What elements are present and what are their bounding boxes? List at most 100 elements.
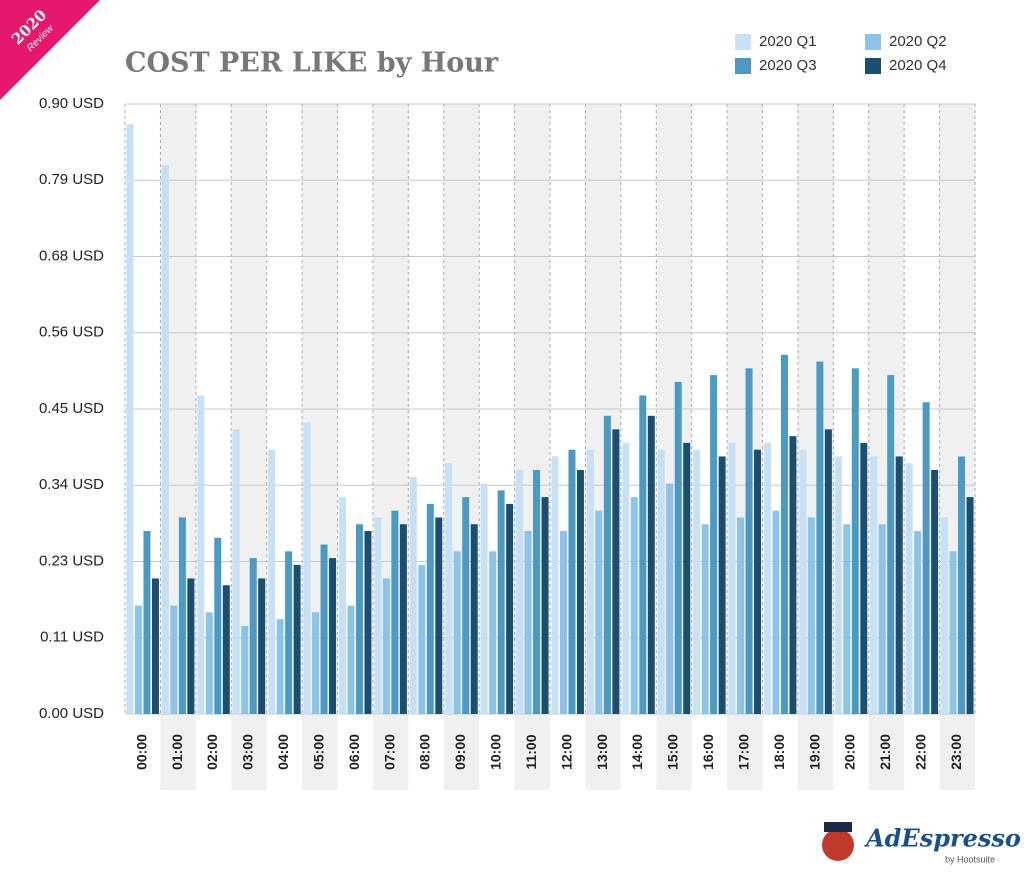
bar bbox=[674, 381, 682, 714]
bar bbox=[258, 578, 266, 714]
legend-swatch bbox=[865, 58, 881, 74]
legend-swatch bbox=[735, 34, 751, 50]
bar bbox=[895, 456, 903, 714]
x-tick-label: 21:00 bbox=[877, 734, 893, 770]
bar bbox=[693, 449, 701, 714]
bar bbox=[285, 551, 293, 714]
bar bbox=[489, 551, 497, 714]
bar bbox=[576, 470, 584, 714]
bar bbox=[780, 354, 788, 714]
bar bbox=[941, 517, 949, 714]
x-tick-label: 14:00 bbox=[629, 734, 645, 770]
bar bbox=[329, 558, 337, 714]
bar bbox=[382, 578, 390, 714]
x-tick-label: 17:00 bbox=[735, 734, 751, 770]
x-tick-label: 03:00 bbox=[240, 734, 256, 770]
bar bbox=[524, 531, 532, 714]
bar bbox=[559, 531, 567, 714]
logo-name: AdEspresso bbox=[864, 824, 1021, 853]
legend-swatch bbox=[735, 58, 751, 74]
y-tick-label: 0.90 USD bbox=[39, 95, 104, 112]
x-tick-label: 16:00 bbox=[700, 734, 716, 770]
bar bbox=[763, 442, 771, 714]
bar bbox=[754, 449, 762, 714]
bar bbox=[364, 531, 372, 714]
bar bbox=[612, 429, 620, 714]
bar bbox=[887, 375, 895, 714]
x-tick-label: 12:00 bbox=[558, 734, 574, 770]
bar bbox=[497, 490, 505, 714]
bar bbox=[426, 503, 434, 714]
bar bbox=[551, 456, 559, 714]
bar bbox=[445, 463, 453, 714]
x-tick-label: 01:00 bbox=[169, 734, 185, 770]
bar bbox=[647, 415, 655, 714]
bar bbox=[541, 497, 549, 714]
bar bbox=[506, 503, 514, 714]
bar bbox=[187, 578, 195, 714]
bar bbox=[312, 612, 320, 714]
bar bbox=[391, 510, 399, 714]
bar bbox=[303, 422, 311, 714]
logo-icon bbox=[822, 829, 854, 861]
legend-label: 2020 Q3 bbox=[759, 57, 817, 74]
x-tick-label: 06:00 bbox=[346, 734, 362, 770]
x-tick-label: 00:00 bbox=[133, 734, 149, 770]
x-tick-label: 05:00 bbox=[310, 734, 326, 770]
y-tick-label: 0.34 USD bbox=[39, 476, 104, 493]
legend-label: 2020 Q2 bbox=[889, 33, 947, 50]
x-tick-label: 10:00 bbox=[488, 734, 504, 770]
x-tick-label: 04:00 bbox=[275, 734, 291, 770]
bar bbox=[161, 165, 169, 714]
bar bbox=[338, 497, 346, 714]
bar bbox=[568, 449, 576, 714]
bar bbox=[878, 524, 886, 714]
y-tick-label: 0.56 USD bbox=[39, 324, 104, 341]
bar bbox=[178, 517, 186, 714]
bar bbox=[170, 605, 178, 714]
bar bbox=[657, 449, 665, 714]
x-tick-label: 02:00 bbox=[204, 734, 220, 770]
bar bbox=[409, 476, 417, 714]
badge bbox=[0, 0, 100, 100]
bar bbox=[249, 558, 257, 714]
x-tick-label: 22:00 bbox=[913, 734, 929, 770]
bar bbox=[851, 368, 859, 714]
x-tick-label: 20:00 bbox=[842, 734, 858, 770]
bar bbox=[737, 517, 745, 714]
bar bbox=[214, 537, 222, 714]
bar bbox=[232, 429, 240, 714]
logo-by: by Hootsuite bbox=[945, 854, 995, 864]
bar bbox=[843, 524, 851, 714]
bar bbox=[870, 456, 878, 714]
bar bbox=[905, 463, 913, 714]
x-tick-label: 08:00 bbox=[417, 734, 433, 770]
bar bbox=[268, 449, 276, 714]
bar bbox=[241, 625, 249, 714]
bar bbox=[480, 483, 488, 714]
bar bbox=[418, 564, 426, 714]
bar bbox=[799, 449, 807, 714]
bar bbox=[126, 124, 134, 715]
y-tick-label: 0.23 USD bbox=[39, 552, 104, 569]
bar bbox=[834, 456, 842, 714]
x-tick-label: 15:00 bbox=[665, 734, 681, 770]
bar bbox=[949, 551, 957, 714]
bar bbox=[320, 544, 328, 714]
bar bbox=[586, 449, 594, 714]
x-tick-label: 11:00 bbox=[523, 734, 539, 769]
y-tick-label: 0.45 USD bbox=[39, 400, 104, 417]
y-tick-label: 0.11 USD bbox=[40, 629, 104, 646]
x-tick-label: 07:00 bbox=[381, 734, 397, 770]
bar bbox=[595, 510, 603, 714]
legend-label: 2020 Q4 bbox=[889, 57, 947, 74]
bar bbox=[355, 524, 363, 714]
bar bbox=[374, 517, 382, 714]
logo-hat bbox=[824, 822, 852, 832]
bar bbox=[134, 605, 142, 714]
bar bbox=[772, 510, 780, 714]
bar bbox=[745, 368, 753, 714]
bar bbox=[789, 436, 797, 714]
x-tick-label: 13:00 bbox=[594, 734, 610, 770]
bar bbox=[276, 619, 284, 714]
